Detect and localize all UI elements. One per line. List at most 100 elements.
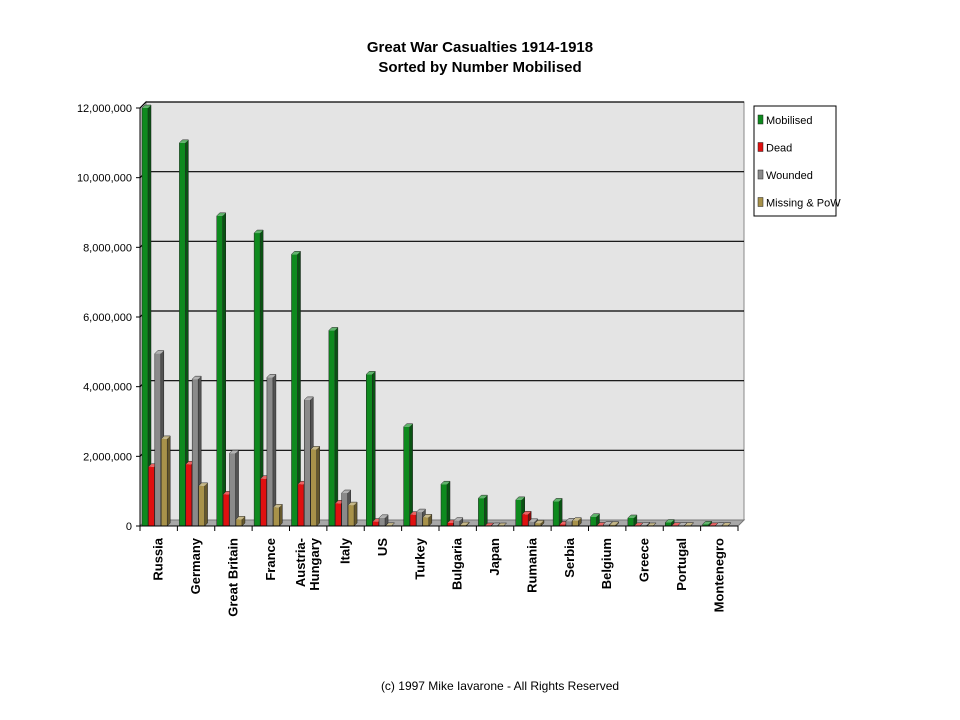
bar-front [534,523,541,526]
y-tick-label: 8,000,000 [83,242,132,254]
bar-front [665,522,672,526]
bar-front [627,517,634,526]
bar-side [633,514,637,526]
category-label: Montenegro [711,538,726,612]
category-label: Portugal [674,538,689,591]
legend-item-dead: Dead [757,142,792,155]
category-label: France [263,538,278,581]
bar-side [316,446,320,526]
category-label: Hungary [307,537,322,591]
bar-missing-pow [198,482,208,527]
category-label: Italy [338,537,353,564]
bar-mobilised [440,480,451,527]
bar-side [596,513,600,526]
bar-missing-pow [235,516,246,527]
bar-front [379,517,386,526]
bar-side [428,514,432,526]
y-tick-label: 2,000,000 [83,451,132,463]
bar-front [291,254,298,527]
legend-swatch [757,114,764,125]
bar-front [553,501,560,526]
category-label: Bulgaria [450,537,465,590]
legend-item-mobilised: Mobilised [757,114,812,127]
bar-side [272,374,276,526]
bar-front [559,524,566,526]
bar-side [204,482,208,526]
bar-front [453,520,460,526]
bar-missing-pow [422,514,433,527]
bar-side [409,423,413,526]
bar-side [235,450,239,526]
axes [136,107,739,531]
bar-group-germany [179,139,208,527]
bar-side [354,502,358,526]
bar-side [334,327,338,526]
bar-front [304,399,311,526]
bar-top [522,511,532,515]
bar-front [235,519,242,526]
legend-swatch [757,169,764,180]
gridline [139,101,744,109]
category-label: Belgium [599,538,614,589]
bar-front [348,505,355,526]
bar-group-turkey [403,423,433,527]
bar-mobilised [702,521,712,527]
bar-front [229,453,236,526]
bar-front [702,524,709,526]
bar-mobilised [366,371,376,527]
bar-front [522,514,529,526]
bar-missing-pow [572,517,582,527]
legend-item-missing-pow: Missing & PoW [757,197,841,210]
copyright-notice: (c) 1997 Mike Iavarone - All Rights Rese… [380,679,620,693]
category-label: Germany [188,537,203,594]
bar-front [142,108,148,526]
bar-side [185,139,189,527]
category-label: Japan [487,538,502,576]
category-label: Serbia [562,537,577,578]
category-labels: Russia Germany Great Britain France Austria-… [151,537,727,617]
bar-group-rumania [515,496,545,527]
category-label: US [375,538,390,556]
bar-front [266,377,273,526]
y-tick-label: 0 [126,521,132,533]
bar-group-austria-hungary [291,251,320,527]
bar-front [403,426,410,526]
bar-front [372,521,379,526]
bar-mobilised [216,212,226,527]
legend-box [753,105,837,217]
bar-front [565,521,572,526]
bar-side [167,435,171,526]
legend-label: Missing & PoW [766,198,841,210]
legend: Mobilised Dead Wounded Missing & PoW [753,105,841,217]
legend-label: Dead [766,143,792,155]
bar-front [603,524,610,526]
bar-front [590,516,597,526]
y-tick-label: 10,000,000 [77,173,132,185]
bar-missing-pow [160,435,171,527]
bar-side [372,371,376,526]
bar-side [671,519,675,526]
bar-side [578,517,582,526]
bar-missing-pow [310,446,320,527]
bar-mobilised [590,513,600,527]
bar-front [297,484,304,526]
y-tick-label: 4,000,000 [83,382,132,394]
bar-front [154,353,161,526]
bar-side [279,504,283,526]
y-tick-label: 12,000,000 [77,103,132,115]
category-label: Austria- [293,538,308,587]
bar-front [335,503,342,526]
bar-front [273,507,280,526]
chart-subtitle: Sorted by Number Mobilised [378,59,582,76]
category-label: Great Britain [225,538,240,617]
bar-front [416,512,423,526]
bar-wounded [229,449,239,527]
bar-front [148,466,155,526]
bar-front [341,493,348,526]
bar-front [179,142,186,527]
legend-label: Wounded [766,170,813,182]
y-tick-label: 6,000,000 [83,312,132,324]
bar-side [559,498,563,526]
bar-front [198,485,205,526]
